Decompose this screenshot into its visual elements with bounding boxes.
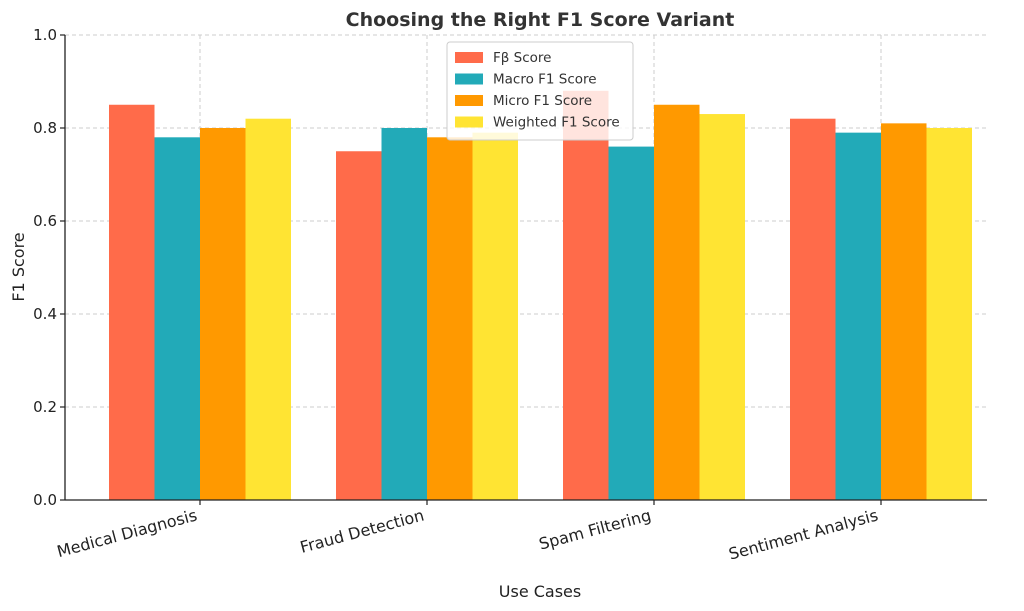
legend-label: Macro F1 Score [493,72,597,88]
bar-4-4 [926,128,972,500]
x-axis-label: Use Cases [499,582,581,601]
bar-2-4 [835,132,881,500]
y-tick-label: 0.4 [33,305,57,323]
legend-label: Fβ Score [493,50,551,66]
bar-2-1 [154,137,200,501]
legend-swatch [455,73,483,85]
x-tick-label: Spam Filtering [537,506,653,554]
bar-4-3 [699,114,745,501]
legend: Fβ Score Macro F1 Score Micro F1 Score Weig… [446,41,634,141]
legend-label: Micro F1 Score [493,93,592,109]
bar-1-1 [109,104,155,500]
legend-swatch [455,116,483,128]
y-tick-label: 0.8 [33,119,57,137]
y-tick-label: 0.6 [33,212,57,230]
axes-layer [64,35,987,501]
y-tick-label: 0.0 [33,491,57,509]
bar-3-3 [654,104,700,500]
legend-swatch [455,95,483,106]
bar-2-3 [608,146,654,500]
x-tick-label: Sentiment Analysis [727,506,880,564]
bar-1-4 [790,118,836,500]
x-tick-label: Fraud Detection [298,506,426,557]
bar-3-4 [881,123,927,500]
legend-label: Weighted F1 Score [493,115,620,131]
ticks-layer: 0.0 0.2 0.4 0.6 0.8 1.0 [33,26,882,509]
bar-1-2 [336,151,382,500]
bar-3-2 [427,137,473,501]
bars-layer [109,90,972,501]
y-tick-label: 0.2 [33,398,57,416]
legend-box [446,41,634,141]
y-tick-label: 1.0 [33,26,57,44]
bar-4-2 [472,132,518,500]
legend-swatch [455,52,483,63]
category-labels: Medical Diagnosis Fraud Detection Spam Fil… [55,506,880,564]
chart-title: Choosing the Right F1 Score Variant [346,9,735,31]
bar-2-2 [381,128,427,500]
y-axis-label: F1 Score [9,232,28,301]
bar-4-1 [245,118,291,500]
bar-3-1 [200,128,246,500]
bar-1-3 [563,90,609,501]
x-tick-label: Medical Diagnosis [55,506,199,562]
